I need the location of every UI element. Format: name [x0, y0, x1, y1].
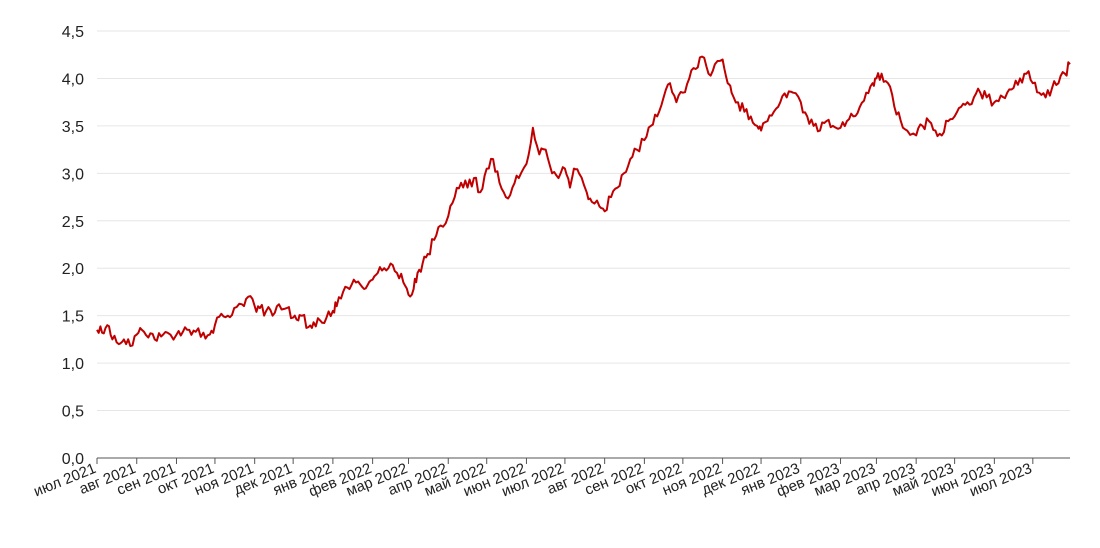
y-tick-label: 3,5	[62, 119, 84, 136]
y-axis-tick-labels: 0,0 0,5 1,0 1,5 2,0 2,5 3,0 3,5 4,0 4,5	[62, 24, 84, 468]
series-line	[96, 55, 1071, 347]
y-tick-label: 2,0	[62, 261, 84, 278]
y-tick-label: 0,5	[62, 404, 84, 421]
y-tick-label: 4,0	[62, 71, 84, 88]
y-tick-label: 0,0	[62, 451, 84, 468]
y-tick-label: 1,5	[62, 309, 84, 326]
y-tick-label: 2,5	[62, 214, 84, 231]
grid-lines	[97, 30, 1070, 412]
y-tick-label: 3,0	[62, 166, 84, 183]
y-tick-label: 1,0	[62, 356, 84, 373]
y-tick-label: 4,5	[62, 24, 84, 41]
